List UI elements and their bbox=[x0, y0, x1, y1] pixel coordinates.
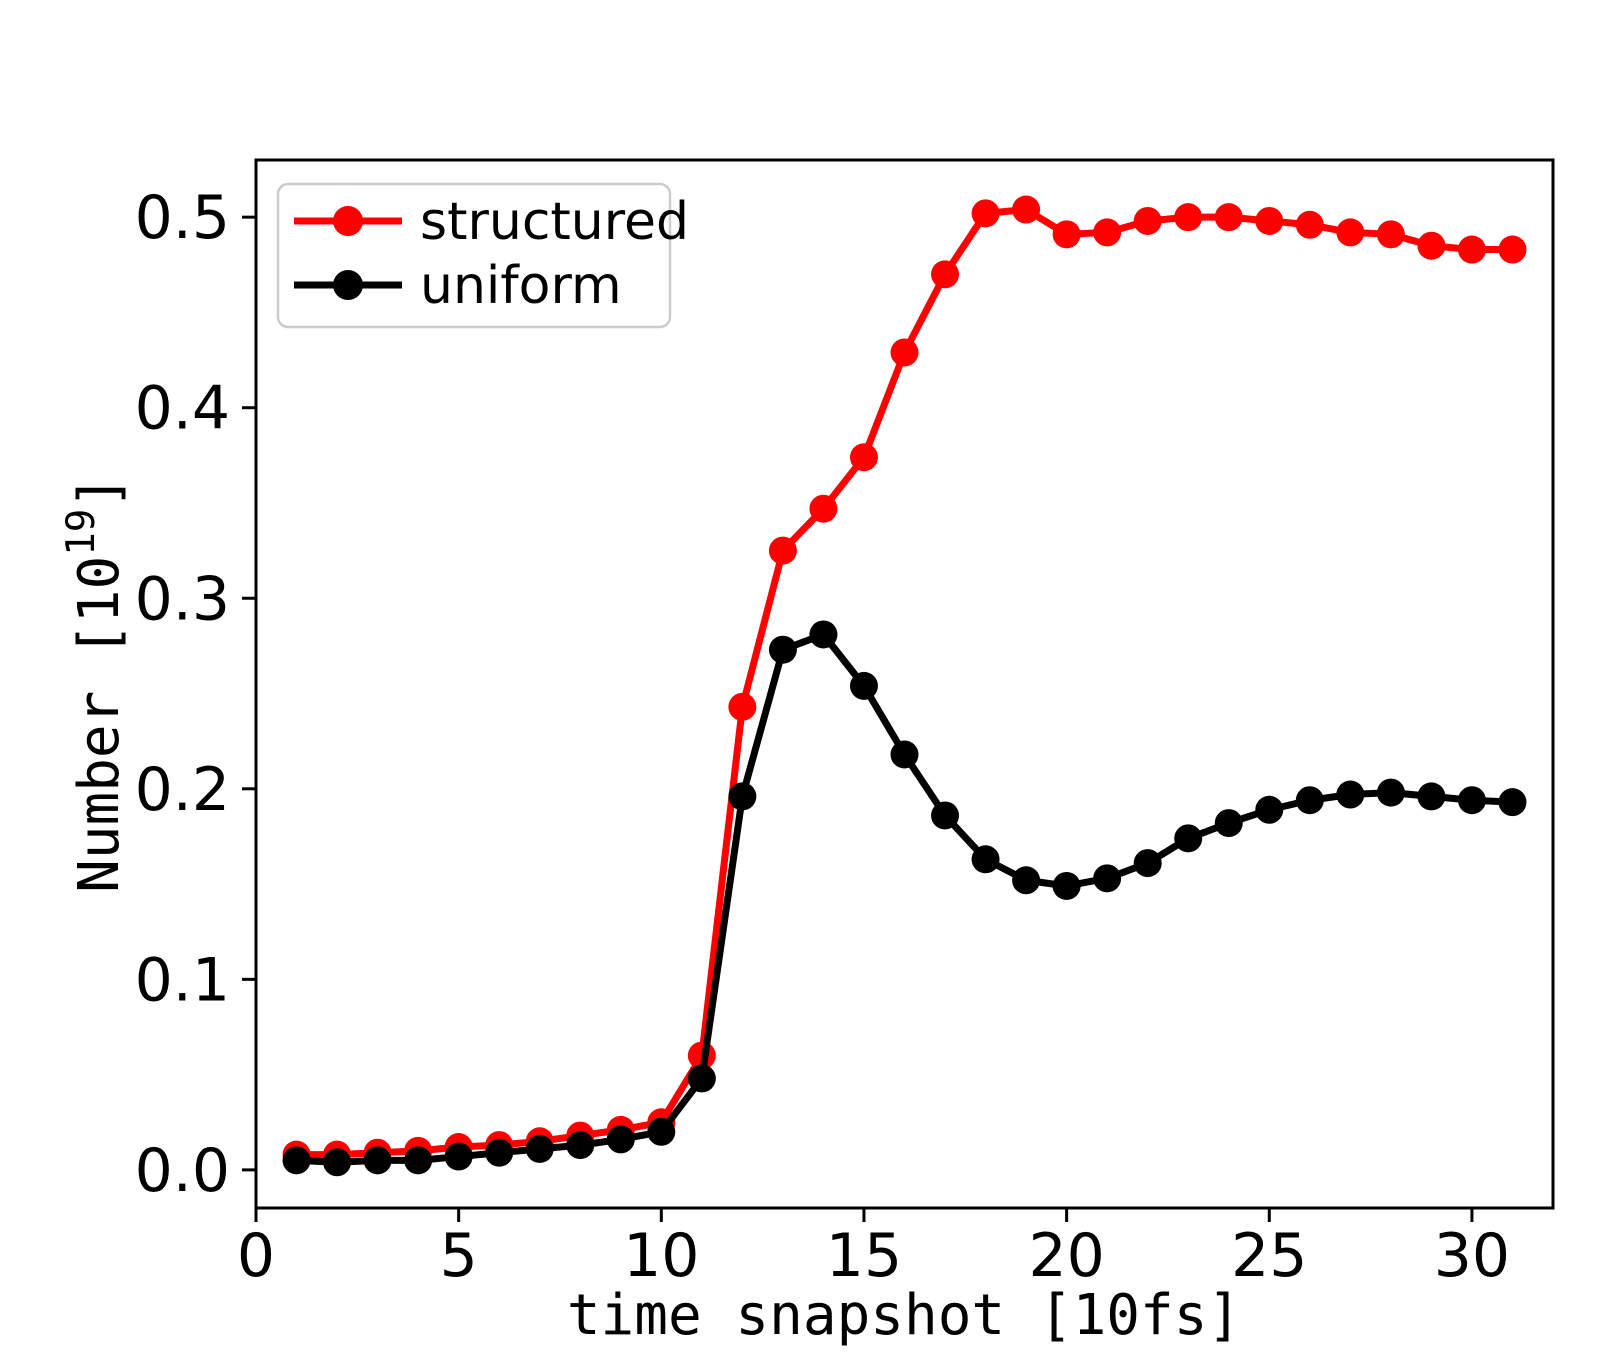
legend-marker-structured-icon bbox=[333, 206, 363, 236]
data-point-uniform bbox=[768, 635, 797, 664]
legend-label-structured: structured bbox=[420, 192, 689, 252]
x-tick-label: 5 bbox=[440, 1221, 478, 1291]
legend: structured uniform bbox=[276, 182, 689, 329]
y-tick-label: 0.2 bbox=[135, 755, 230, 825]
legend-entry-uniform: uniform bbox=[294, 256, 622, 316]
data-point-uniform bbox=[1133, 849, 1162, 878]
data-point-uniform bbox=[323, 1148, 352, 1177]
data-point-uniform bbox=[1174, 824, 1203, 853]
data-point-structured bbox=[1457, 235, 1486, 264]
data-point-structured bbox=[768, 536, 797, 565]
data-point-structured bbox=[809, 494, 838, 523]
data-point-structured bbox=[849, 443, 878, 472]
series-layer bbox=[282, 195, 1527, 1177]
data-point-uniform bbox=[1012, 866, 1041, 895]
data-point-uniform bbox=[728, 782, 757, 811]
data-point-uniform bbox=[282, 1146, 311, 1175]
y-tick-label: 0.5 bbox=[135, 183, 230, 253]
data-point-uniform bbox=[1498, 788, 1527, 817]
data-point-structured bbox=[971, 199, 1000, 228]
data-point-structured bbox=[1336, 218, 1365, 247]
x-tick-label: 30 bbox=[1434, 1221, 1510, 1291]
data-point-uniform bbox=[1457, 786, 1486, 815]
data-point-uniform bbox=[890, 740, 919, 769]
data-point-structured bbox=[1012, 195, 1041, 224]
data-point-structured bbox=[890, 338, 919, 367]
x-tick-label: 15 bbox=[826, 1221, 902, 1291]
y-tick-label: 0.4 bbox=[135, 374, 230, 444]
y-axis-label-superscript: 19 bbox=[59, 509, 104, 556]
y-axis-label-main: Number [10 bbox=[67, 556, 132, 893]
data-point-uniform bbox=[566, 1131, 595, 1160]
y-tick-label: 0.1 bbox=[135, 945, 230, 1015]
data-point-structured bbox=[1214, 203, 1243, 232]
data-point-uniform bbox=[606, 1125, 635, 1154]
data-point-uniform bbox=[931, 801, 960, 830]
x-tick-label: 0 bbox=[237, 1221, 275, 1291]
y-tick-label: 0.0 bbox=[135, 1136, 230, 1206]
series-line-uniform bbox=[293, 630, 1516, 1166]
x-tick-label: 20 bbox=[1028, 1221, 1104, 1291]
data-point-structured bbox=[728, 692, 757, 721]
data-point-uniform bbox=[525, 1134, 554, 1163]
x-axis-label: time snapshot [10fs] bbox=[567, 1283, 1241, 1348]
axes: 0 5 10 15 20 25 30 0.0 0.1 0.2 0.3 0.4 0.5 bbox=[135, 158, 1555, 1291]
data-point-uniform bbox=[363, 1146, 392, 1175]
data-point-structured bbox=[1133, 206, 1162, 235]
data-point-uniform bbox=[1093, 864, 1122, 893]
data-point-uniform bbox=[809, 620, 838, 649]
data-point-uniform bbox=[1295, 786, 1324, 815]
data-point-uniform bbox=[1336, 780, 1365, 809]
data-point-uniform bbox=[1052, 871, 1081, 900]
y-tick-label: 0.3 bbox=[135, 564, 230, 634]
data-point-uniform bbox=[849, 671, 878, 700]
data-point-structured bbox=[1498, 235, 1527, 264]
data-point-uniform bbox=[647, 1117, 676, 1146]
legend-marker-uniform-icon bbox=[333, 270, 363, 300]
data-point-structured bbox=[1295, 210, 1324, 239]
data-point-uniform bbox=[444, 1142, 473, 1171]
legend-entry-structured: structured bbox=[294, 192, 689, 252]
series-uniform bbox=[282, 620, 1527, 1177]
data-point-structured bbox=[1052, 220, 1081, 249]
data-point-uniform bbox=[404, 1146, 433, 1175]
y-axis-label-close: ] bbox=[67, 475, 132, 509]
data-point-uniform bbox=[1417, 782, 1446, 811]
data-point-uniform bbox=[687, 1064, 716, 1093]
x-tick-label: 10 bbox=[623, 1221, 699, 1291]
data-point-uniform bbox=[1376, 778, 1405, 807]
data-point-structured bbox=[931, 260, 960, 289]
data-point-uniform bbox=[485, 1138, 514, 1167]
data-point-uniform bbox=[971, 845, 1000, 874]
data-point-structured bbox=[1093, 218, 1122, 247]
series-structured bbox=[282, 195, 1527, 1169]
data-point-structured bbox=[1417, 231, 1446, 260]
data-point-uniform bbox=[1214, 809, 1243, 838]
x-tick-label: 25 bbox=[1231, 1221, 1307, 1291]
legend-label-uniform: uniform bbox=[420, 256, 622, 316]
data-point-structured bbox=[1174, 203, 1203, 232]
data-point-uniform bbox=[1255, 795, 1284, 824]
data-point-structured bbox=[1376, 220, 1405, 249]
plot-border bbox=[254, 158, 1555, 1210]
y-axis-label: Number [1019] bbox=[59, 475, 132, 893]
data-point-structured bbox=[1255, 206, 1284, 235]
